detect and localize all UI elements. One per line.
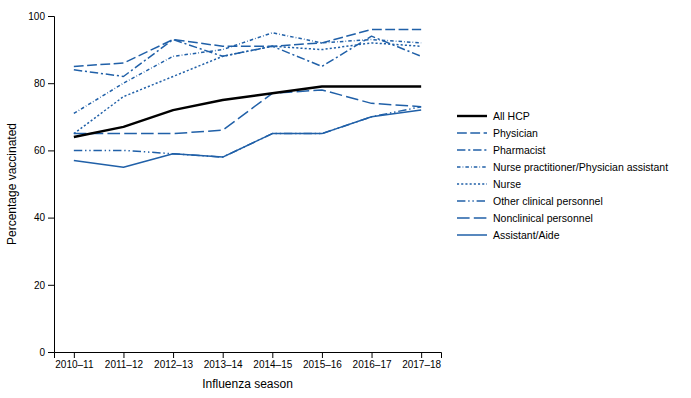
x-tick-label: 2015–16 xyxy=(303,359,342,370)
legend-item: Assistant/Aide xyxy=(457,229,560,241)
y-tick-mark xyxy=(48,150,54,151)
y-tick: 80 xyxy=(34,78,54,89)
y-tick-label: 80 xyxy=(34,78,46,89)
x-tick-mark xyxy=(421,352,422,358)
y-tick: 40 xyxy=(34,212,54,223)
x-tick-label: 2011–12 xyxy=(105,359,144,370)
x-tick: 2013–14 xyxy=(204,352,243,370)
legend-item: Pharmacist xyxy=(457,144,546,156)
x-tick-mark xyxy=(74,352,75,358)
legend-item: Physician xyxy=(457,127,538,139)
lines xyxy=(74,29,421,167)
series-line xyxy=(74,107,421,157)
x-tick-mark xyxy=(173,352,174,358)
series-line xyxy=(74,36,421,76)
x-tick: 2014–15 xyxy=(253,352,292,370)
y-tick-mark xyxy=(48,83,54,84)
x-axis: 2010–11 2011–12 2012–13 2013–14 2014–15 2015–… xyxy=(55,352,442,370)
x-tick-label: 2014–15 xyxy=(253,359,292,370)
y-tick-label: 20 xyxy=(34,280,46,291)
axis-domain xyxy=(55,353,442,359)
x-tick-label: 2013–14 xyxy=(204,359,243,370)
x-tick: 2016–17 xyxy=(353,352,392,370)
x-tick-mark xyxy=(322,352,323,358)
legend-label: Nurse practitioner/Physician assistant xyxy=(493,161,668,173)
x-tick: 2010–11 xyxy=(55,352,94,370)
legend-item: Nonclinical personnel xyxy=(457,212,593,224)
plot: 2010–11 2011–12 2012–13 2013–14 2014–15 2015–… xyxy=(5,11,442,391)
y-tick: 0 xyxy=(39,347,54,358)
legend-swatch xyxy=(457,200,487,202)
y-tick-label: 60 xyxy=(34,145,46,156)
chart: 2010–11 2011–12 2012–13 2013–14 2014–15 2015–… xyxy=(0,0,691,398)
x-tick-mark xyxy=(372,352,373,358)
legend-item: Nurse practitioner/Physician assistant xyxy=(457,161,668,173)
legend-item: All HCP xyxy=(457,110,530,122)
legend-label: Nonclinical personnel xyxy=(493,212,593,224)
legend-swatch xyxy=(457,149,487,151)
series-line xyxy=(74,87,421,137)
y-tick-label: 0 xyxy=(39,347,45,358)
legend-swatch xyxy=(457,234,487,236)
y-axis-title: Percentage vaccinated xyxy=(5,123,19,245)
series-line xyxy=(74,43,421,134)
y-tick-label: 40 xyxy=(34,212,46,223)
x-tick-label: 2012–13 xyxy=(154,359,193,370)
y-tick-mark xyxy=(48,285,54,286)
legend-label: Assistant/Aide xyxy=(493,229,560,241)
x-tick: 2015–16 xyxy=(303,352,342,370)
y-axis: 0 20 40 60 80 100 xyxy=(28,11,54,358)
x-tick-mark xyxy=(223,352,224,358)
y-tick-label: 100 xyxy=(28,11,45,22)
legend-item: Other clinical personnel xyxy=(457,195,603,207)
series-line xyxy=(74,29,421,66)
legend-label: Other clinical personnel xyxy=(493,195,603,207)
legend-swatch xyxy=(457,166,487,168)
legend-swatch xyxy=(457,217,487,219)
x-axis-title: Influenza season xyxy=(202,377,293,391)
x-tick-label: 2017–18 xyxy=(402,359,441,370)
y-tick: 60 xyxy=(34,145,54,156)
y-tick: 100 xyxy=(28,11,54,22)
x-tick-mark xyxy=(272,352,273,358)
x-tick-label: 2016–17 xyxy=(353,359,392,370)
y-tick-mark xyxy=(48,352,54,353)
series-line xyxy=(74,33,421,114)
y-tick: 20 xyxy=(34,280,54,291)
legend-swatch xyxy=(457,183,487,185)
x-tick-mark xyxy=(123,352,124,358)
legend: All HCP Physician Pharmacist Nurse practiti… xyxy=(457,110,668,241)
legend-swatch xyxy=(457,132,487,134)
y-tick-mark xyxy=(48,218,54,219)
x-tick: 2012–13 xyxy=(154,352,193,370)
series-line xyxy=(74,110,421,167)
legend-swatch xyxy=(457,115,487,117)
legend-label: Physician xyxy=(493,127,538,139)
x-tick-label: 2010–11 xyxy=(55,359,94,370)
axis-domain xyxy=(48,17,55,353)
legend-item: Nurse xyxy=(457,178,521,190)
legend-label: Nurse xyxy=(493,178,521,190)
legend-label: Pharmacist xyxy=(493,144,546,156)
x-tick: 2017–18 xyxy=(402,352,441,370)
x-tick: 2011–12 xyxy=(105,352,144,370)
legend-label: All HCP xyxy=(493,110,530,122)
y-tick-mark xyxy=(48,16,54,17)
